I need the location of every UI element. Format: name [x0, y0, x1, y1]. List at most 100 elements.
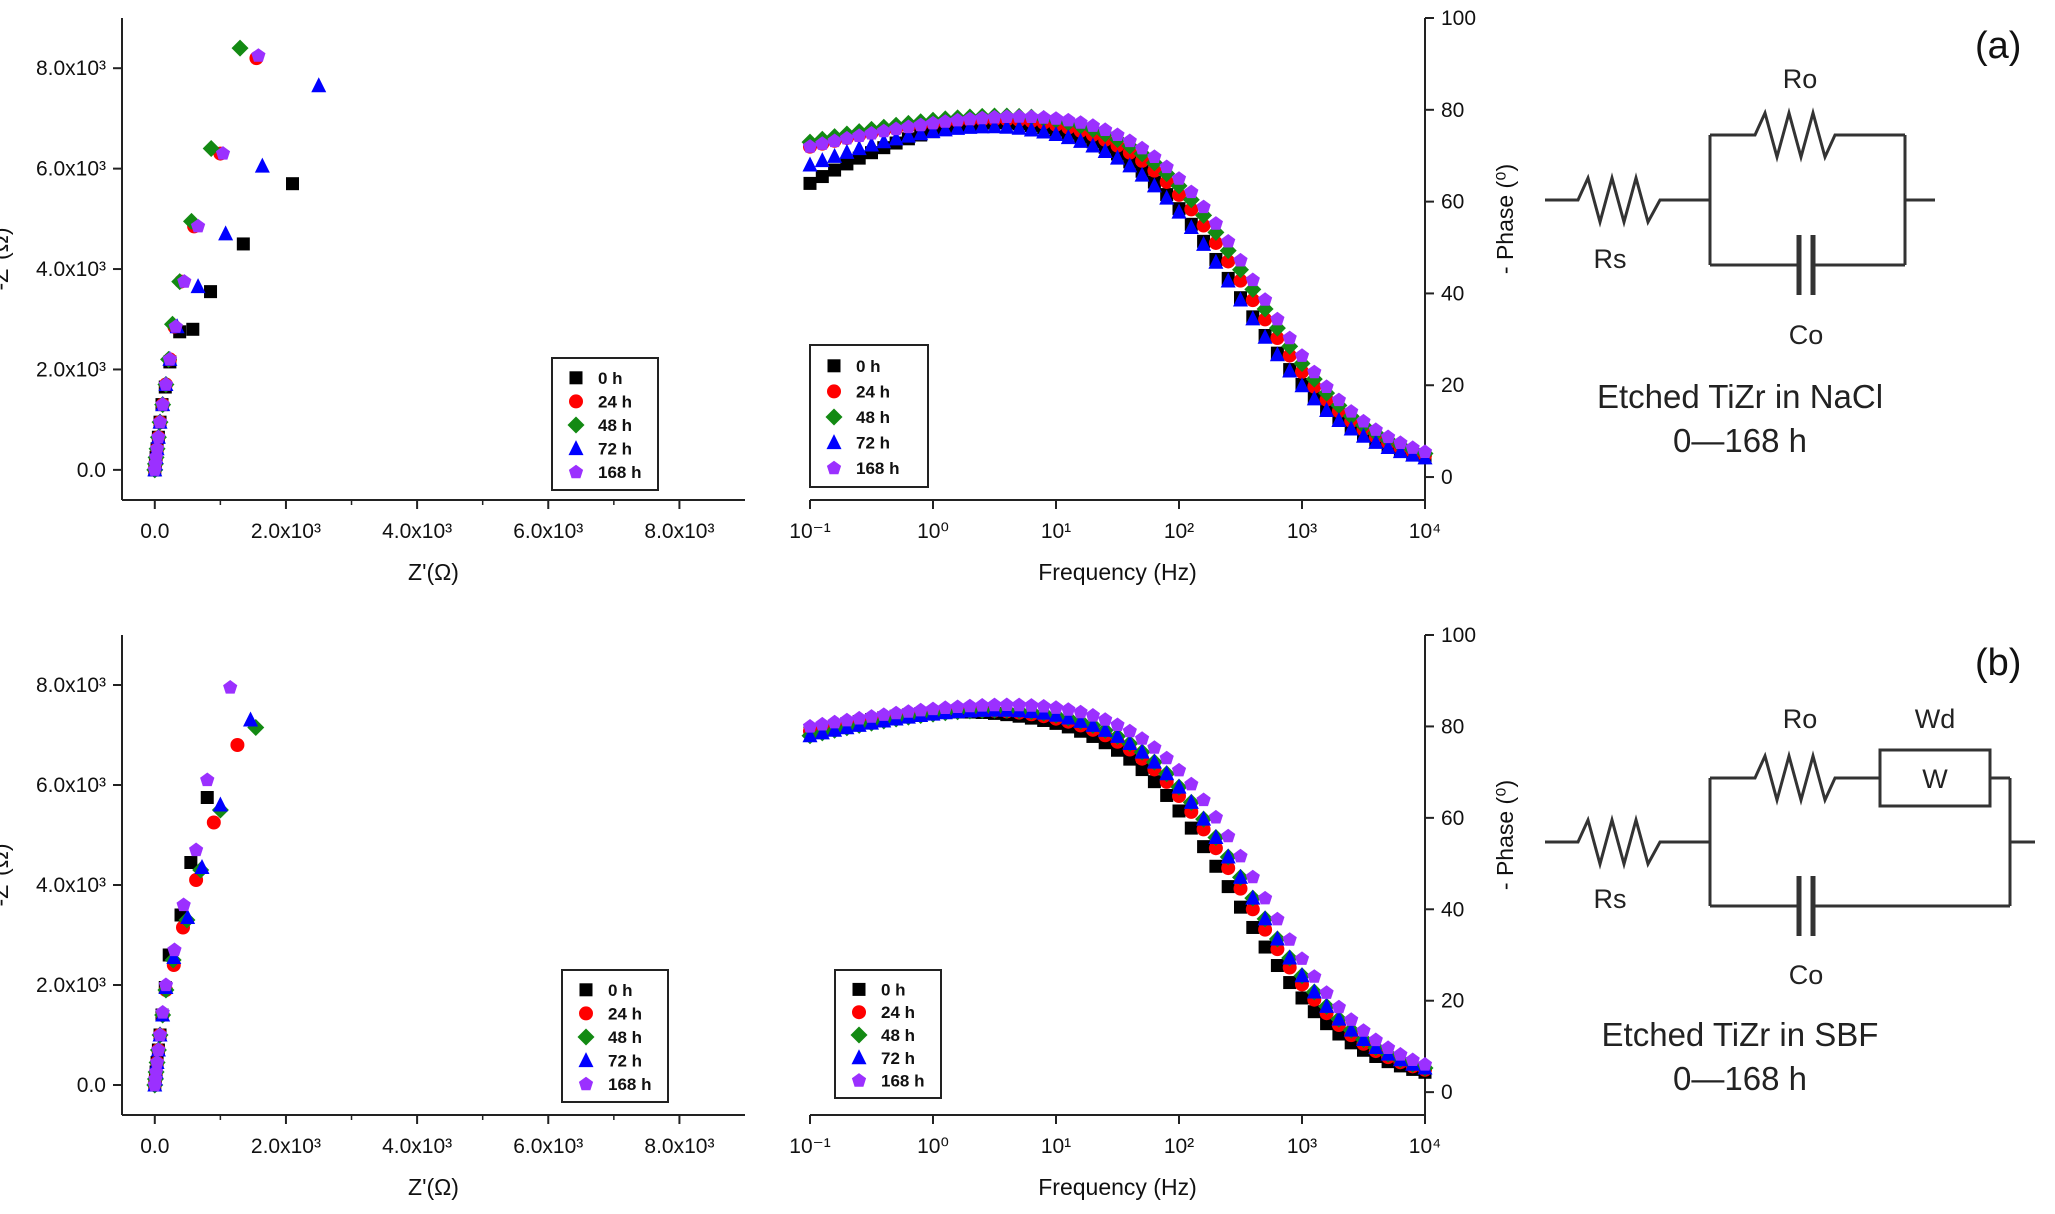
y-tick-label: 6.0x10³: [36, 158, 106, 181]
data-point: [1221, 861, 1236, 876]
y-tick-label: 0: [1441, 466, 1453, 489]
data-point: [223, 680, 238, 694]
data-point: [152, 1027, 168, 1042]
x-tick-label: 10⁴: [1409, 1135, 1441, 1158]
x-tick-label: 10⁴: [1409, 520, 1441, 543]
data-point: [1171, 171, 1187, 185]
legend-label: 168 h: [881, 1072, 924, 1091]
y-axis-label: -Z''(Ω): [0, 843, 13, 906]
data-point: [852, 128, 867, 142]
y-tick-label: 80: [1441, 715, 1464, 738]
data-point: [1294, 967, 1310, 983]
data-point: [236, 237, 250, 251]
circuit-b: Rs Ro Wd W Co Etched TiZr in SBF 0—168 h…: [1545, 642, 2035, 1097]
legend-label: 24 h: [856, 382, 890, 401]
legend-label: 24 h: [881, 1003, 915, 1022]
data-point: [1270, 959, 1284, 973]
circuit-a-rs-label: Rs: [1594, 244, 1627, 274]
circuit-a-rs-resistor: [1545, 172, 1710, 228]
data-point: [1344, 1012, 1359, 1026]
y-tick-label: 4.0x10³: [36, 258, 106, 281]
data-point: [987, 118, 1002, 134]
data-point: [975, 110, 990, 125]
chart-b-bode: 10⁻¹ 10⁰ 10¹ 10² 10³ 10⁴ 0 20 40 60 80 100 Frequency…: [789, 624, 1518, 1200]
data-point: [1036, 123, 1052, 139]
circuit-b-wd-label: Wd: [1915, 704, 1956, 734]
data-point: [1122, 723, 1137, 738]
legend-marker: [577, 1028, 595, 1046]
data-point: [1269, 346, 1285, 362]
y-axis-label: -Z''(Ω): [0, 227, 13, 290]
data-point: [1221, 828, 1236, 843]
chart-a-nyquist: 0.0 2.0x10³ 4.0x10³ 6.0x10³ 8.0x10³ 0.0 2.0x10…: [0, 18, 745, 585]
data-point: [1196, 235, 1212, 251]
data-point: [190, 278, 206, 294]
legend-label: 48 h: [608, 1028, 642, 1047]
data-point: [975, 698, 990, 712]
data-point: [1098, 122, 1113, 136]
legend-label: 72 h: [856, 434, 890, 453]
data-point: [1146, 753, 1162, 769]
y-tick-label: 60: [1441, 807, 1464, 830]
data-point: [155, 1005, 170, 1019]
y-tick-label: 40: [1441, 282, 1464, 305]
legend-marker: [852, 1005, 866, 1020]
series-72h: [147, 77, 327, 477]
data-point: [987, 697, 1002, 712]
data-point: [1184, 184, 1199, 199]
data-point: [827, 714, 842, 729]
data-point: [158, 377, 174, 391]
data-point: [827, 133, 842, 148]
legend-marker: [578, 1076, 594, 1091]
data-point: [1269, 930, 1285, 946]
data-point: [206, 815, 221, 830]
x-tick-label: 6.0x10³: [513, 520, 583, 543]
legend-label: 48 h: [598, 416, 632, 435]
data-point: [950, 699, 965, 713]
data-point: [1023, 121, 1039, 137]
legend-marker: [851, 1073, 867, 1087]
legend-marker: [567, 416, 585, 434]
data-point: [852, 710, 867, 725]
circuit-b-rs-resistor: [1545, 814, 1710, 870]
data-point: [1085, 137, 1101, 153]
data-point: [1012, 109, 1027, 123]
data-point: [1073, 132, 1089, 148]
data-point: [900, 127, 916, 143]
data-point: [1123, 752, 1137, 766]
data-point: [827, 147, 843, 163]
data-point: [1233, 848, 1248, 863]
data-point: [1282, 932, 1297, 946]
legend-marker: [568, 464, 584, 479]
data-point: [1307, 364, 1322, 379]
data-point: [1110, 717, 1125, 731]
data-point: [1405, 440, 1420, 454]
data-point: [1110, 127, 1125, 141]
data-point: [839, 719, 855, 735]
data-point: [1417, 444, 1433, 458]
data-point: [1295, 991, 1309, 1005]
data-point: [1196, 792, 1211, 807]
data-point: [1172, 187, 1186, 202]
x-tick-label: 8.0x10³: [644, 520, 714, 543]
series-168h: [147, 680, 238, 1092]
data-point: [851, 140, 867, 156]
data-point: [1209, 859, 1223, 873]
data-point: [1220, 848, 1236, 864]
legend-label: 168 h: [598, 463, 641, 482]
legend-marker: [825, 408, 843, 426]
circuit-a-ro-label: Ro: [1783, 64, 1818, 94]
data-point: [1048, 700, 1064, 714]
data-point: [1405, 1052, 1420, 1066]
data-point: [815, 170, 829, 184]
data-point: [999, 697, 1014, 711]
legend: 0 h 24 h 48 h 72 h 168 h: [809, 344, 929, 488]
data-point: [1331, 392, 1346, 407]
data-point: [1270, 311, 1285, 326]
data-point: [1110, 149, 1125, 165]
y-axis-label: - Phase (⁰): [1492, 164, 1518, 274]
series-168h: [802, 697, 1433, 1071]
legend-marker: [579, 1006, 593, 1021]
circuit-b-ro-resistor: [1710, 750, 1880, 806]
